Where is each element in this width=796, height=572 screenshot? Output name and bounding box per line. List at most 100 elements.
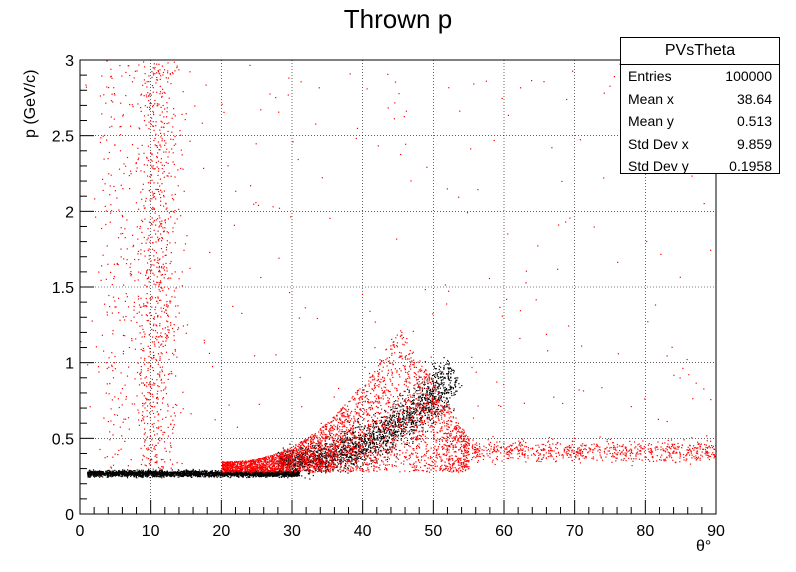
scatter-point — [388, 437, 390, 439]
scatter-point — [404, 434, 406, 436]
scatter-point — [145, 471, 147, 473]
scatter-point — [440, 366, 442, 368]
scatter-point — [448, 370, 450, 372]
scatter-point — [140, 474, 142, 476]
scatter-point — [196, 472, 198, 475]
scatter-point — [385, 441, 387, 443]
scatter-point — [262, 474, 264, 477]
scatter-point — [449, 367, 452, 369]
scatter-point — [409, 417, 411, 419]
scatter-point — [174, 474, 176, 476]
scatter-point — [358, 449, 360, 451]
scatter-point — [432, 394, 434, 397]
scatter-point — [385, 419, 388, 421]
scatter-point — [285, 456, 287, 458]
scatter-point — [106, 474, 108, 476]
scatter-point — [344, 448, 346, 450]
scatter-point — [138, 471, 140, 473]
scatter-point — [236, 473, 239, 475]
scatter-point — [381, 433, 384, 436]
scatter-point — [452, 369, 454, 371]
scatter-point — [134, 474, 136, 476]
scatter-point — [300, 461, 302, 464]
scatter-point — [453, 372, 455, 374]
scatter-point — [303, 460, 305, 462]
scatter-point — [404, 400, 406, 402]
scatter-point — [133, 472, 135, 474]
scatter-point — [382, 440, 385, 442]
scatter-point — [371, 436, 373, 438]
scatter-point — [445, 388, 447, 390]
scatter-point — [419, 403, 421, 405]
scatter-point — [412, 417, 414, 419]
scatter-point — [387, 417, 389, 419]
scatter-point — [334, 467, 336, 469]
scatter-point — [328, 449, 330, 451]
scatter-point — [182, 475, 184, 477]
scatter-point — [390, 418, 392, 420]
scatter-point — [163, 474, 165, 476]
scatter-point — [92, 475, 95, 477]
scatter-point — [191, 473, 193, 475]
scatter-point — [429, 392, 431, 394]
scatter-point — [284, 459, 286, 461]
scatter-point — [138, 471, 141, 474]
scatter-point — [393, 428, 395, 430]
scatter-point — [374, 447, 376, 449]
scatter-point — [121, 472, 123, 474]
scatter-point — [201, 470, 203, 472]
scatter-point — [406, 408, 408, 410]
scatter-point — [439, 431, 441, 433]
scatter-point — [295, 455, 298, 457]
scatter-point — [199, 474, 201, 476]
scatter-point — [355, 443, 357, 445]
scatter-point — [135, 473, 137, 475]
scatter-point — [385, 427, 387, 429]
scatter-point — [380, 416, 382, 418]
scatter-point — [323, 452, 325, 454]
scatter-point — [228, 473, 230, 475]
scatter-point — [451, 369, 453, 372]
scatter-point — [93, 471, 95, 473]
scatter-point — [317, 466, 319, 468]
scatter-point — [174, 472, 176, 475]
scatter-point — [349, 447, 351, 450]
scatter-point — [416, 414, 418, 416]
scatter-point — [212, 474, 214, 476]
scatter-point — [119, 471, 121, 473]
scatter-point — [176, 474, 178, 476]
scatter-point — [172, 475, 174, 477]
scatter-point — [120, 471, 122, 473]
scatter-point — [441, 400, 443, 402]
scatter-point — [293, 464, 295, 466]
scatter-point — [441, 383, 443, 385]
scatter-point — [90, 474, 92, 476]
scatter-point — [120, 472, 122, 474]
scatter-point — [347, 442, 349, 444]
scatter-point — [378, 413, 380, 415]
scatter-point — [197, 475, 199, 477]
scatter-point — [364, 456, 366, 458]
scatter-point — [350, 412, 352, 414]
scatter-point — [455, 379, 457, 381]
scatter-point — [157, 471, 159, 474]
scatter-point — [167, 472, 169, 474]
scatter-point — [145, 473, 147, 475]
scatter-point — [401, 428, 403, 430]
scatter-point — [264, 475, 266, 477]
scatter-point — [347, 459, 349, 461]
scatter-point — [441, 393, 443, 395]
scatter-point — [102, 474, 104, 476]
scatter-point — [174, 472, 176, 474]
scatter-point — [287, 477, 289, 479]
scatter-point — [372, 445, 374, 447]
scatter-point — [446, 389, 448, 391]
scatter-point — [387, 449, 389, 451]
scatter-point — [277, 474, 280, 476]
scatter-point — [334, 457, 336, 459]
scatter-point — [253, 475, 255, 477]
scatter-point — [394, 421, 396, 424]
scatter-point — [382, 446, 384, 448]
scatter-point — [392, 415, 394, 418]
scatter-point — [319, 467, 321, 469]
